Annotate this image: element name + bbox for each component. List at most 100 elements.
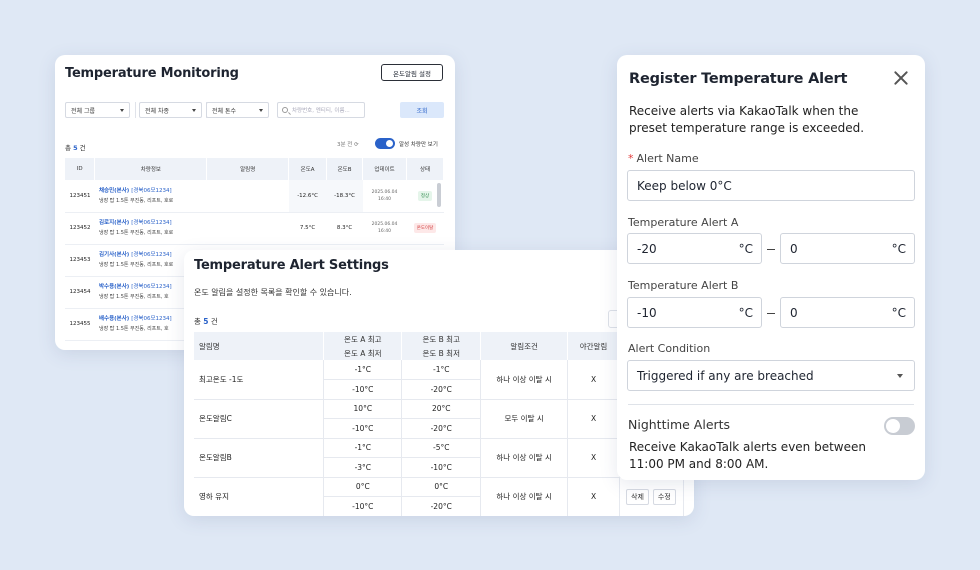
- table-row[interactable]: 온도알림C 10°C 20°C 모두 이탈 시 X: [194, 399, 684, 439]
- temp-b-max: 20°C: [401, 399, 482, 419]
- tonnage-filter-value: 전체 톤수: [212, 107, 236, 115]
- vehicle-id: 123452: [65, 212, 95, 245]
- nighttime-alerts-title: Nighttime Alerts: [628, 417, 731, 432]
- vehicle-info[interactable]: 김로지(본사) [경북06모1234] 냉장 탑 1.5톤 무진동, 리프트, …: [94, 212, 207, 245]
- temp-b-min: -20°C: [401, 418, 482, 439]
- vehicle-id: 123454: [65, 276, 95, 309]
- column-header: 온도 A 최고: [323, 332, 403, 346]
- updated-date: 2025.06.04: [371, 222, 398, 227]
- required-mark: *: [628, 152, 634, 165]
- table-row[interactable]: 온도알림B -1°C -5°C 하나 이상 이탈 시 X: [194, 438, 684, 478]
- section-divider: [628, 404, 914, 405]
- table-row[interactable]: -3°C -10°C: [194, 457, 684, 478]
- temp-a-min: -10°C: [323, 379, 403, 400]
- alert-name-field[interactable]: Keep below 0°C: [627, 170, 915, 201]
- chevron-down-icon: [259, 109, 263, 112]
- alert-condition-value: Triggered if any are breached: [637, 368, 814, 383]
- alert-condition: 모두 이탈 시: [480, 399, 569, 439]
- nighttime-alerts-toggle[interactable]: [884, 417, 915, 435]
- vehicle-info[interactable]: 채승민(본사) [경북06모1234] 냉장 탑 1.5톤 무진동, 리프트, …: [94, 180, 207, 213]
- table-row[interactable]: 123452 김로지(본사) [경북06모1234] 냉장 탑 1.5톤 무진동…: [65, 212, 444, 245]
- table-scrollbar[interactable]: [437, 183, 441, 207]
- alert-name: 최고온도 -1도: [194, 360, 325, 400]
- alert-settings-button[interactable]: 온도알림 설정: [381, 64, 443, 81]
- alert-name: [206, 180, 289, 213]
- temp-b-max-field[interactable]: 0 °C: [780, 297, 915, 328]
- vehicle-id: 123451: [65, 180, 95, 213]
- vehicle-type-filter-select[interactable]: 전체 차종: [139, 102, 202, 118]
- updated-at: 2025.06.04 16:40: [362, 180, 407, 213]
- alert-name: [206, 212, 289, 245]
- alert-name-label: * Alert Name: [628, 152, 699, 165]
- driver-name: 배수용(본사): [98, 316, 130, 322]
- count-prefix: 총: [194, 317, 201, 326]
- refresh-button[interactable]: 3분 전 ⟳: [337, 142, 359, 148]
- table-row[interactable]: -10°C -20°C: [194, 379, 684, 400]
- tonnage-filter-select[interactable]: 전체 톤수: [206, 102, 269, 118]
- column-header: 알림명: [194, 332, 325, 360]
- query-button[interactable]: 조회: [400, 102, 444, 118]
- column-header: 온도 B 최저: [401, 346, 482, 360]
- nighttime-alerts-description: Receive KakaoTalk alerts even between 11…: [629, 440, 866, 471]
- temp-a-max-field[interactable]: 0 °C: [780, 233, 915, 264]
- column-header: 온도B: [326, 158, 364, 180]
- vehicle-id: 123453: [65, 244, 95, 277]
- temp-a-min-field[interactable]: -20 °C: [627, 233, 762, 264]
- vehicle-spec: 냉장 탑 1.5톤 무진동, 리프트, 호로: [98, 262, 174, 268]
- settings-description: 온도 알림을 설정한 목록을 확인할 수 있습니다.: [194, 288, 352, 297]
- vehicle-plate: [경북06모1234]: [131, 316, 172, 322]
- table-header-row: 알림명 온도 A 최고 온도 B 최고 알림조건 야간알림: [194, 332, 684, 360]
- vehicle-plate: [경북06모1234]: [131, 187, 172, 194]
- alert-condition-select[interactable]: Triggered if any are breached: [627, 360, 915, 391]
- temp-b-min-field[interactable]: -10 °C: [627, 297, 762, 328]
- vehicle-type-filter-value: 전체 차종: [145, 107, 169, 115]
- alert-name-value: Keep below 0°C: [637, 178, 732, 193]
- group-filter-value: 전체 그룹: [71, 107, 95, 115]
- vehicle-search-input[interactable]: 차량번호, 엔티티, 이름...: [277, 102, 365, 118]
- active-vehicles-toggle[interactable]: [375, 138, 395, 149]
- vehicle-plate: [경북06모1234]: [131, 284, 172, 290]
- status-badge: 온도이탈: [413, 223, 437, 233]
- alert-condition-label: Alert Condition: [628, 342, 711, 355]
- delete-button[interactable]: 삭제: [626, 488, 649, 505]
- temp-b-max-value: 0: [790, 305, 798, 320]
- temp-a-min: -3°C: [323, 457, 403, 478]
- active-vehicles-toggle-label: 알성 차량만 보기: [399, 142, 438, 148]
- vehicle-spec: 냉장 탑 1.5톤 무진동, 리프트, 호로: [98, 230, 174, 236]
- table-header-row: ID 차량정보 알림명 온도A 온도B 업데이트 상태: [65, 158, 444, 180]
- column-header: 야간알림: [567, 332, 621, 360]
- chevron-down-icon: [897, 374, 903, 378]
- unit-label: °C: [738, 306, 753, 320]
- alert-condition: 하나 이상 이탈 시: [480, 360, 569, 400]
- column-header: 온도A: [288, 158, 328, 180]
- temp-b-min: -20°C: [401, 379, 482, 400]
- alert-name: 온도알림C: [194, 399, 325, 439]
- table-row[interactable]: 123451 채승민(본사) [경북06모1234] 냉장 탑 1.5톤 무진동…: [65, 180, 444, 213]
- vehicle-spec: 냉장 탑 1.5톤 무진동, 리프트, 호: [98, 294, 169, 300]
- temp-b-max: -1°C: [401, 360, 482, 380]
- temp-b-min-value: -10: [637, 305, 657, 320]
- row-actions: 삭제 수정: [619, 477, 684, 516]
- column-header: 차량정보: [94, 158, 208, 180]
- temp-b-max: -5°C: [401, 438, 482, 458]
- updated-date: 2025.06.04: [371, 189, 398, 195]
- close-icon[interactable]: [892, 69, 910, 87]
- search-icon: [282, 107, 288, 113]
- status-cell: 온도이탈: [406, 212, 444, 245]
- temp-alert-b-label: Temperature Alert B: [628, 279, 739, 292]
- vehicle-spec: 냉장 탑 1.5톤 무진동, 리프트, 호: [98, 326, 169, 332]
- night-alert: X: [567, 438, 621, 478]
- updated-time: 16:40: [378, 229, 391, 234]
- temp-a: 7.5°C: [288, 212, 327, 245]
- temp-a: -12.6°C: [288, 180, 327, 213]
- table-row[interactable]: 최고온도 -1도 -1°C -1°C 하나 이상 이탈 시 X: [194, 360, 684, 400]
- table-row[interactable]: 영하 유지 0°C 0°C 하나 이상 이탈 시 X 삭제 수정: [194, 477, 684, 516]
- group-filter-select[interactable]: 전체 그룹: [65, 102, 130, 118]
- temp-a-max: -1°C: [323, 360, 403, 380]
- table-row[interactable]: -10°C -20°C: [194, 496, 684, 516]
- vehicle-plate: [경북06모1234]: [131, 220, 172, 226]
- table-row[interactable]: -10°C -20°C: [194, 418, 684, 439]
- edit-button[interactable]: 수정: [652, 488, 676, 505]
- temperature-alert-settings-card: Temperature Alert Settings 온도 알림을 설정한 목록…: [184, 250, 694, 516]
- alert-name: 영하 유지: [194, 477, 325, 516]
